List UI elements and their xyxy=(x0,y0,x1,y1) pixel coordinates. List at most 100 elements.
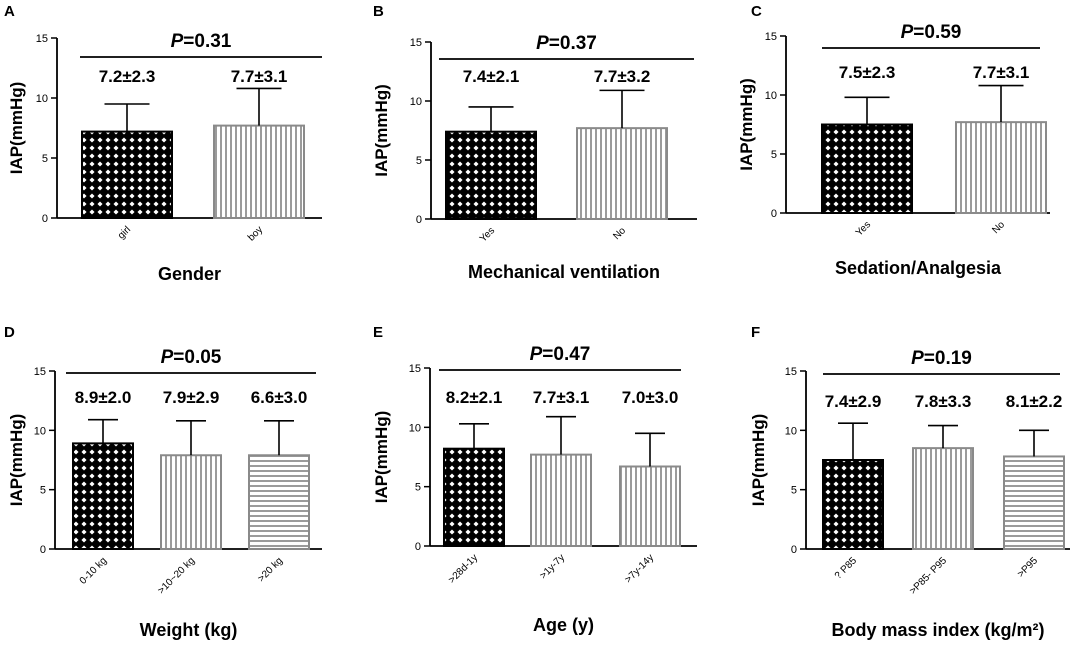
x-tick-label: >20 kg xyxy=(256,555,285,584)
bar xyxy=(443,447,505,547)
y-tick-label: 10 xyxy=(785,425,797,437)
y-axis-label: IAP(mmHg) xyxy=(7,82,26,175)
y-tick-label: 15 xyxy=(36,33,48,45)
y-tick-label: 0 xyxy=(415,541,421,553)
y-tick-label: 15 xyxy=(785,366,797,378)
pvalue-label: P=0.37 xyxy=(536,33,597,54)
y-tick-label: 15 xyxy=(410,37,422,49)
y-tick-label: 5 xyxy=(791,485,797,497)
panel-letter: C xyxy=(751,3,762,20)
pvalue-label: P=0.31 xyxy=(171,31,232,52)
x-axis-label: Weight (kg) xyxy=(140,620,238,640)
data-label: 7.5±2.3 xyxy=(839,63,896,82)
y-tick-label: 5 xyxy=(771,149,777,161)
y-tick-label: 0 xyxy=(416,214,422,226)
bar xyxy=(619,465,681,548)
bar xyxy=(912,447,974,550)
x-tick-label: Yes xyxy=(478,225,497,244)
y-tick-label: 15 xyxy=(34,366,46,378)
x-tick-label: >10~20 kg xyxy=(156,555,197,596)
y-axis-label: IAP(mmHg) xyxy=(749,414,768,507)
y-tick-label: 10 xyxy=(409,422,421,434)
data-label: 7.2±2.3 xyxy=(99,67,156,86)
bar xyxy=(213,124,305,219)
x-tick-label: Yes xyxy=(854,219,873,238)
pvalue-label: P=0.05 xyxy=(161,347,222,368)
data-label: 8.2±2.1 xyxy=(446,388,503,407)
bar xyxy=(955,121,1047,214)
data-label: 7.4±2.1 xyxy=(463,67,520,86)
panel-d: D 0 5 10 15 IAP(mmHg) P=0.05 8.9±2.0 0-10 kg 7.9±… xyxy=(4,324,322,640)
x-tick-label: ? P85 xyxy=(833,555,860,582)
pvalue-number: =0.37 xyxy=(549,33,597,54)
pvalue-p: P xyxy=(530,344,543,365)
panel-letter: F xyxy=(751,324,760,341)
y-tick-label: 10 xyxy=(34,425,46,437)
panel-b: B 0 5 10 15 IAP(mmHg) P=0.37 7.4±2.1 Yes 7.7±3.2 N… xyxy=(372,3,697,282)
y-tick-label: 5 xyxy=(416,155,422,167)
pvalue-number: =0.47 xyxy=(542,344,590,365)
data-label: 7.7±3.2 xyxy=(594,67,651,86)
bar xyxy=(576,127,668,220)
data-label: 7.8±3.3 xyxy=(915,392,972,411)
x-tick-label: boy xyxy=(246,224,265,243)
x-axis-label: Body mass index (kg/m²) xyxy=(831,620,1044,640)
x-axis-label: Gender xyxy=(158,264,221,284)
x-axis-label: Sedation/Analgesia xyxy=(835,258,1002,278)
y-tick-label: 10 xyxy=(36,93,48,105)
y-tick-label: 5 xyxy=(415,482,421,494)
y-tick-label: 0 xyxy=(40,544,46,556)
data-label: 7.0±3.0 xyxy=(622,388,679,407)
panel-c: C 0 5 10 15 IAP(mmHg) P=0.59 7.5±2.3 Yes 7.7±3.1 N… xyxy=(737,3,1050,278)
bar xyxy=(160,454,222,550)
pvalue-number: =0.31 xyxy=(183,31,232,52)
x-tick-label: >1y-7y xyxy=(538,552,567,581)
data-label: 6.6±3.0 xyxy=(251,388,308,407)
pvalue-p: P xyxy=(911,348,924,369)
panel-a: A 0 5 10 15 IAP(mmHg) P=0.31 7.2±2.3 girl 7.7±3.1… xyxy=(4,3,322,284)
y-tick-label: 15 xyxy=(765,31,777,43)
pvalue-p: P xyxy=(536,33,549,54)
data-label: 7.7±3.1 xyxy=(231,67,288,86)
data-label: 7.7±3.1 xyxy=(533,388,590,407)
x-axis-label: Mechanical ventilation xyxy=(468,262,660,282)
bar xyxy=(445,130,537,220)
panel-e: E 0 5 10 15 IAP(mmHg) P=0.47 8.2±2.1 >28d-1y 7.7±… xyxy=(372,324,697,635)
x-tick-label: >28d-1y xyxy=(447,552,481,586)
y-axis-label: IAP(mmHg) xyxy=(372,411,391,504)
data-label: 7.7±3.1 xyxy=(973,63,1030,82)
panel-letter: B xyxy=(373,3,384,20)
panel-letter: E xyxy=(373,324,383,341)
y-tick-label: 10 xyxy=(765,90,777,102)
pvalue-label: P=0.59 xyxy=(901,22,962,43)
x-tick-label: >7y-14y xyxy=(623,552,656,585)
x-tick-label: >P85- P95 xyxy=(908,555,950,597)
bar xyxy=(72,442,134,550)
pvalue-label: P=0.19 xyxy=(911,348,972,369)
bar xyxy=(81,130,173,220)
pvalue-number: =0.59 xyxy=(913,22,961,43)
pvalue-number: =0.05 xyxy=(173,347,222,368)
y-tick-label: 5 xyxy=(40,485,46,497)
bar xyxy=(821,123,913,214)
data-label: 7.9±2.9 xyxy=(163,388,220,407)
pvalue-p: P xyxy=(161,347,174,368)
y-tick-label: 0 xyxy=(42,213,48,225)
pvalue-p: P xyxy=(171,31,184,52)
x-axis-label: Age (y) xyxy=(533,615,594,635)
y-tick-label: 15 xyxy=(409,363,421,375)
pvalue-p: P xyxy=(901,22,914,43)
y-tick-label: 5 xyxy=(42,153,48,165)
data-label: 8.9±2.0 xyxy=(75,388,132,407)
x-tick-label: No xyxy=(611,225,628,242)
y-tick-label: 0 xyxy=(791,544,797,556)
y-axis-label: IAP(mmHg) xyxy=(372,84,391,177)
x-tick-label: No xyxy=(990,219,1007,236)
pvalue-label: P=0.47 xyxy=(530,344,591,365)
panel-letter: A xyxy=(4,3,15,20)
data-label: 8.1±2.2 xyxy=(1006,392,1063,411)
bar xyxy=(1003,455,1065,550)
x-tick-label: >P95 xyxy=(1016,555,1041,580)
panel-f: F 0 5 10 15 IAP(mmHg) P=0.19 7.4±2.9 ? P85 7.8±3.… xyxy=(749,324,1070,640)
x-tick-label: 0-10 kg xyxy=(78,555,109,586)
